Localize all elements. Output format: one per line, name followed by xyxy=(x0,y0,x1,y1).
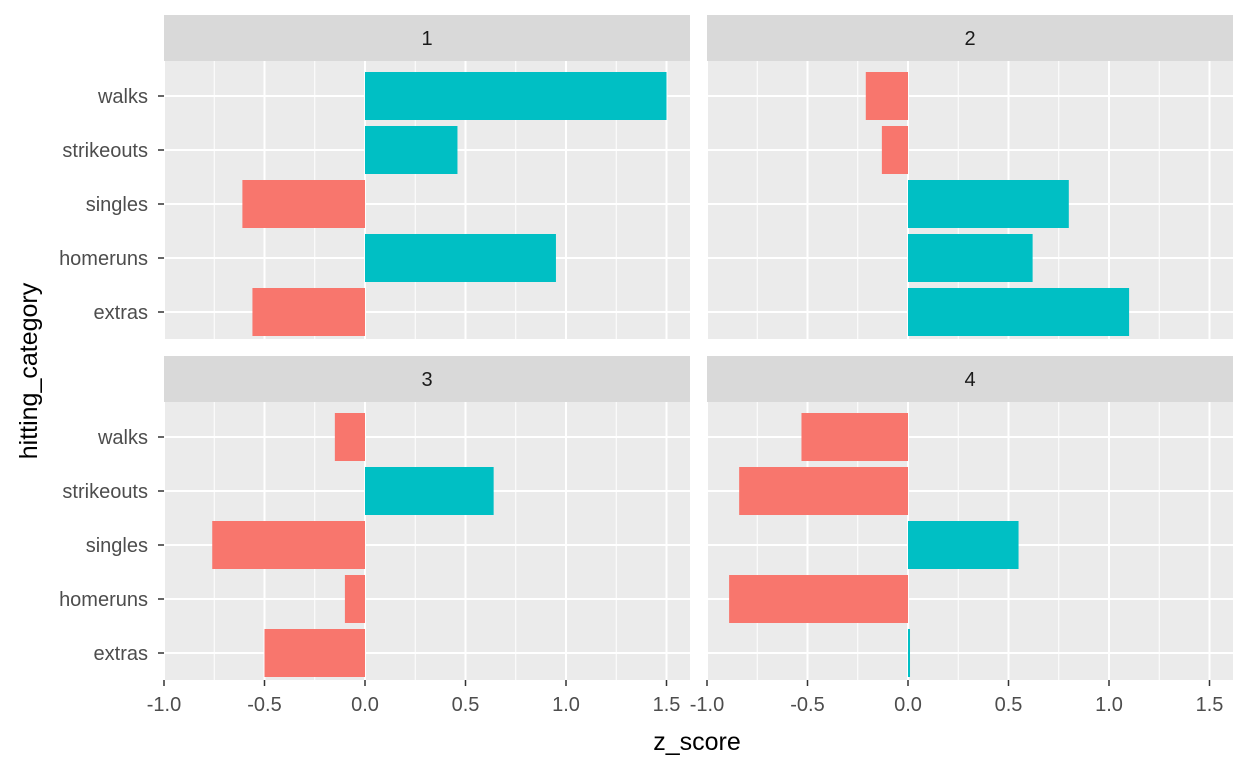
x-tick-label: 0.0 xyxy=(351,694,379,716)
y-tick-label: singles xyxy=(86,194,148,216)
bar-strikeouts xyxy=(739,467,908,515)
facet-strip-label: 2 xyxy=(964,28,975,50)
bar-extras xyxy=(908,629,911,677)
bar-strikeouts xyxy=(881,126,908,174)
x-tick-label: 1.5 xyxy=(1196,694,1224,716)
x-tick-label: -1.0 xyxy=(690,694,724,716)
facet-strip xyxy=(707,15,1233,61)
facet-strip-label: 3 xyxy=(421,369,432,391)
y-axis-title: hitting_category xyxy=(15,282,43,459)
x-tick-label: -0.5 xyxy=(247,694,281,716)
facet-strip-label: 4 xyxy=(964,369,975,391)
bar-strikeouts xyxy=(365,126,458,174)
x-tick-label: 0.0 xyxy=(894,694,922,716)
bar-walks xyxy=(865,72,908,120)
bar-homeruns xyxy=(908,234,1033,282)
y-tick-label: walks xyxy=(97,427,148,449)
bar-extras xyxy=(908,288,1130,336)
facet-strip xyxy=(164,356,690,402)
bar-walks xyxy=(334,413,365,461)
bar-walks xyxy=(365,72,667,120)
y-tick-label: extras xyxy=(94,643,148,665)
y-tick-label: homeruns xyxy=(59,589,148,611)
x-tick-label: 0.5 xyxy=(452,694,480,716)
y-tick-label: singles xyxy=(86,535,148,557)
bar-singles xyxy=(908,521,1019,569)
bar-walks xyxy=(801,413,908,461)
y-tick-label: strikeouts xyxy=(62,140,148,162)
facet-strip-label: 1 xyxy=(421,28,432,50)
bar-homeruns xyxy=(365,234,556,282)
y-tick-label: extras xyxy=(94,302,148,324)
bar-strikeouts xyxy=(365,467,494,515)
bar-homeruns xyxy=(729,575,908,623)
bar-singles xyxy=(242,180,365,228)
x-tick-label: -0.5 xyxy=(790,694,824,716)
x-tick-label: -1.0 xyxy=(147,694,181,716)
bar-singles xyxy=(212,521,365,569)
x-tick-label: 1.0 xyxy=(552,694,580,716)
x-axis-title: z_score xyxy=(653,728,741,756)
bar-extras xyxy=(252,288,365,336)
facet-strip xyxy=(707,356,1233,402)
x-tick-label: 1.5 xyxy=(653,694,681,716)
bar-singles xyxy=(908,180,1069,228)
x-tick-label: 1.0 xyxy=(1095,694,1123,716)
y-tick-label: homeruns xyxy=(59,248,148,270)
facet-strip xyxy=(164,15,690,61)
y-tick-label: walks xyxy=(97,86,148,108)
x-tick-label: 0.5 xyxy=(995,694,1023,716)
bar-extras xyxy=(264,629,365,677)
y-tick-label: strikeouts xyxy=(62,481,148,503)
bar-homeruns xyxy=(344,575,365,623)
